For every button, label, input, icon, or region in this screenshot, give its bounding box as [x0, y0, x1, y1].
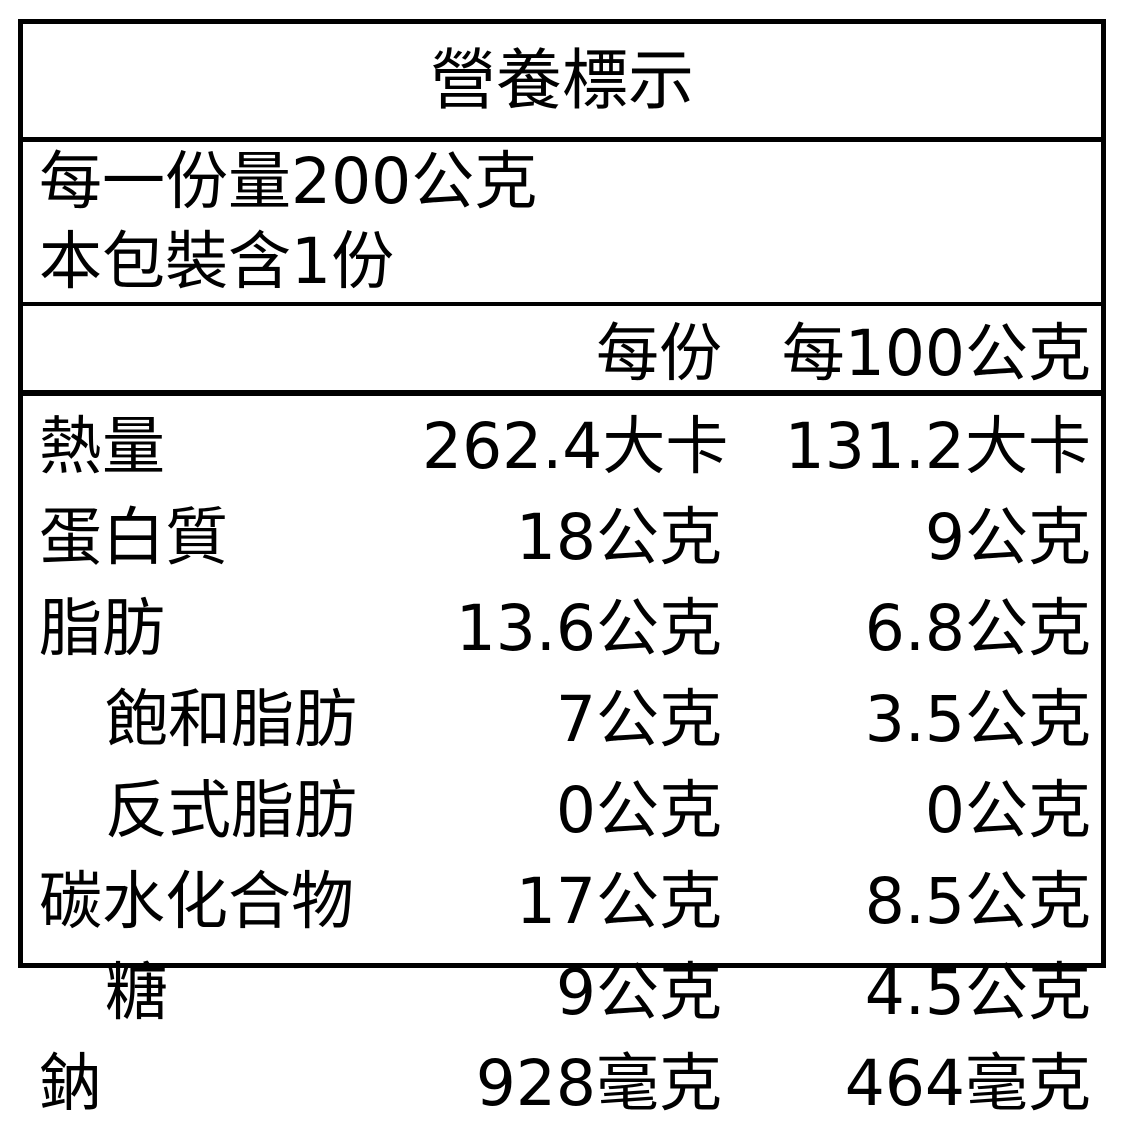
nutrient-name: 熱量: [39, 410, 165, 483]
nutrient-row-saturated-fat: 飽和脂肪 7公克 3.5公克: [23, 669, 1101, 760]
nutrient-row-carbohydrate: 碳水化合物 17公克 8.5公克: [23, 851, 1101, 942]
nutrient-value-per-100g: 3.5公克: [864, 683, 1091, 756]
column-header-per-serving: 每份: [596, 316, 722, 390]
nutrient-value-per-100g: 6.8公克: [864, 592, 1091, 665]
nutrient-name: 飽和脂肪: [105, 683, 357, 756]
nutrient-value-per-serving: 18公克: [515, 501, 722, 574]
serving-info-section: 每一份量200公克 本包裝含1份: [23, 137, 1101, 302]
servings-per-package-line: 本包裝含1份: [39, 225, 395, 298]
nutrient-row-calories: 熱量 262.4大卡 131.2大卡: [23, 396, 1101, 487]
nutrient-value-per-100g: 4.5公克: [864, 956, 1091, 1029]
nutrient-name: 糖: [105, 956, 168, 1029]
nutrient-value-per-serving: 13.6公克: [455, 592, 722, 665]
nutrient-value-per-100g: 8.5公克: [864, 865, 1091, 938]
label-title: 營養標示: [430, 42, 694, 119]
nutrient-value-per-serving: 17公克: [515, 865, 722, 938]
nutrient-row-sugar: 糖 9公克 4.5公克: [23, 942, 1101, 1033]
nutrient-name: 反式脂肪: [105, 774, 357, 847]
nutrient-value-per-serving: 9公克: [555, 956, 722, 1029]
nutrient-row-fat: 脂肪 13.6公克 6.8公克: [23, 578, 1101, 669]
title-section: 營養標示: [23, 24, 1101, 137]
nutrient-name: 脂肪: [39, 592, 165, 665]
nutrient-value-per-serving: 0公克: [555, 774, 722, 847]
column-header-per-100g: 每100公克: [781, 316, 1091, 390]
nutrient-name: 鈉: [39, 1047, 102, 1120]
nutrient-value-per-100g: 464毫克: [844, 1047, 1091, 1120]
nutrient-value-per-serving: 928毫克: [475, 1047, 722, 1120]
nutrient-value-per-serving: 262.4大卡: [422, 410, 729, 483]
nutrient-table-body: 熱量 262.4大卡 131.2大卡 蛋白質 18公克 9公克 脂肪 13.6公…: [23, 390, 1101, 1124]
nutrient-value-per-100g: 0公克: [924, 774, 1091, 847]
column-header-row: 每份 每100公克: [23, 302, 1101, 390]
nutrition-table: 營養標示 每一份量200公克 本包裝含1份 每份 每100公克 熱量 262.4…: [18, 19, 1106, 1120]
nutrient-row-protein: 蛋白質 18公克 9公克: [23, 487, 1101, 578]
nutrient-row-trans-fat: 反式脂肪 0公克 0公克: [23, 760, 1101, 851]
serving-size-line: 每一份量200公克: [39, 145, 538, 218]
nutrient-value-per-100g: 131.2大卡: [784, 410, 1091, 483]
nutrient-value-per-100g: 9公克: [924, 501, 1091, 574]
nutrient-row-sodium: 鈉 928毫克 464毫克: [23, 1033, 1101, 1124]
nutrient-value-per-serving: 7公克: [555, 683, 722, 756]
nutrient-name: 碳水化合物: [39, 865, 354, 938]
nutrient-name: 蛋白質: [39, 501, 228, 574]
nutrition-label: 營養標示 每一份量200公克 本包裝含1份 每份 每100公克 熱量 262.4…: [18, 19, 1106, 1120]
